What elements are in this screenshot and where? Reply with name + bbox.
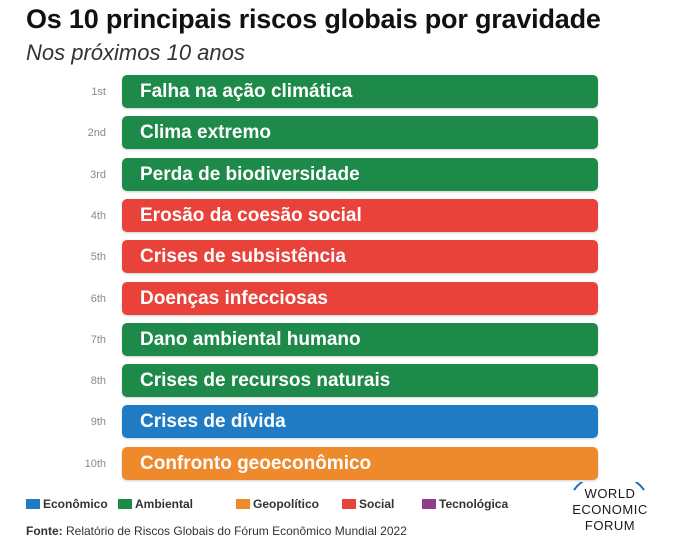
risk-row: 9th Crises de dívida	[0, 404, 673, 440]
risk-bar: Doenças infecciosas	[122, 282, 598, 315]
source-label: Fonte:	[26, 524, 63, 538]
risk-bar: Confronto geoeconômico	[122, 447, 598, 480]
legend-label: Geopolítico	[253, 497, 319, 511]
legend-swatch	[236, 499, 250, 509]
legend: Econômico Ambiental Geopolítico Social Tecno…	[26, 496, 546, 512]
risk-row: 4th Erosão da coesão social	[0, 198, 673, 234]
risk-bar: Erosão da coesão social	[122, 199, 598, 232]
risk-bar: Clima extremo	[122, 116, 598, 149]
risk-row: 7th Dano ambiental humano	[0, 322, 673, 358]
legend-item: Tecnológica	[422, 496, 508, 512]
risk-bar: Falha na ação climática	[122, 75, 598, 108]
wef-logo-line-2: ECONOMIC	[572, 502, 648, 517]
risk-row: 1st Falha na ação climática	[0, 74, 673, 110]
risk-bar: Dano ambiental humano	[122, 323, 598, 356]
risk-row: 2nd Clima extremo	[0, 115, 673, 151]
legend-item: Ambiental	[118, 496, 193, 512]
risk-rank: 6th	[90, 293, 106, 305]
source-note: Fonte: Relatório de Riscos Globais do Fó…	[26, 524, 407, 538]
risk-rank: 1st	[91, 86, 106, 98]
legend-swatch	[118, 499, 132, 509]
legend-swatch	[422, 499, 436, 509]
risk-rank: 5th	[90, 251, 106, 263]
page-subtitle: Nos próximos 10 anos	[26, 40, 245, 65]
risk-bar: Crises de subsistência	[122, 240, 598, 273]
risk-rank: 8th	[90, 375, 106, 387]
page-title: Os 10 principais riscos globais por grav…	[26, 4, 601, 34]
risk-row: 3rd Perda de biodiversidade	[0, 157, 673, 193]
wef-logo: WORLD ECONOMIC FORUM	[560, 482, 660, 542]
wef-logo-line-1: WORLD	[584, 486, 636, 501]
legend-label: Ambiental	[135, 497, 194, 511]
risk-rank: 3rd	[90, 169, 106, 181]
risk-row: 10th Confronto geoeconômico	[0, 446, 673, 482]
risk-row: 8th Crises de recursos naturais	[0, 363, 673, 399]
risk-row: 5th Crises de subsistência	[0, 239, 673, 275]
legend-label: Social	[359, 497, 395, 511]
risk-rank: 4th	[90, 210, 106, 222]
legend-item: Econômico	[26, 496, 108, 512]
risk-rank: 2nd	[87, 127, 106, 139]
risk-rank: 9th	[90, 416, 106, 428]
legend-item: Social	[342, 496, 394, 512]
legend-swatch	[342, 499, 356, 509]
risk-bar: Crises de recursos naturais	[122, 364, 598, 397]
wef-logo-line-3: FORUM	[584, 518, 636, 533]
legend-swatch	[26, 499, 40, 509]
risk-bar: Perda de biodiversidade	[122, 158, 598, 191]
legend-item: Geopolítico	[236, 496, 319, 512]
risk-row: 6th Doenças infecciosas	[0, 281, 673, 317]
risk-rank: 10th	[84, 458, 106, 470]
legend-label: Tecnológica	[439, 497, 509, 511]
risk-rank: 7th	[90, 334, 106, 346]
legend-label: Econômico	[43, 497, 108, 511]
source-text: Relatório de Riscos Globais do Fórum Eco…	[66, 524, 407, 538]
risk-bar: Crises de dívida	[122, 405, 598, 438]
wef-logo-arc-icon	[573, 482, 645, 491]
